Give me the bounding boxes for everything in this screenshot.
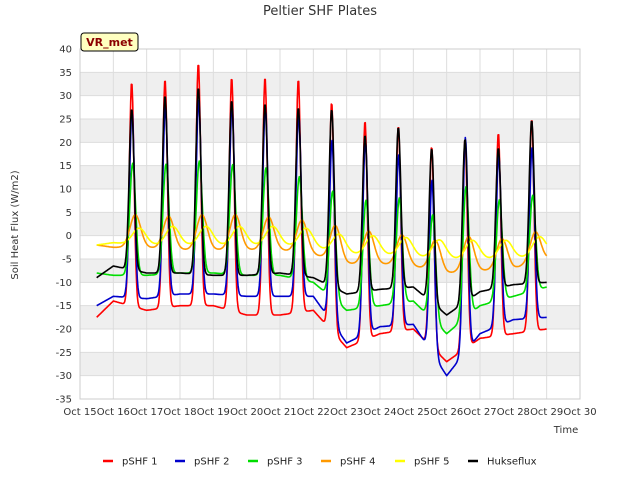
x-tick-label: Oct 25 <box>397 407 430 418</box>
x-tick-label: Oct 18 <box>163 407 196 418</box>
chart-title: Peltier SHF Plates <box>263 4 377 19</box>
x-tick-label: Oct 24 <box>363 407 396 418</box>
series-line-pshf-1 <box>96 64 547 363</box>
y-tick-label: -35 <box>56 395 72 406</box>
x-tick-label: Oct 19 <box>197 407 230 418</box>
series-line-pshf-2 <box>96 99 547 377</box>
y-tick-label: 10 <box>59 185 72 196</box>
series-lines <box>96 64 548 377</box>
y-axis-title: Soil Heat Flux (W/m2) <box>10 170 21 279</box>
legend-label: Hukseflux <box>487 457 537 468</box>
y-tick-label: -30 <box>56 371 72 382</box>
x-tick-labels: Oct 15 Oct 16 Oct 17 Oct 18 Oct 19 Oct 20 Oct … <box>63 407 596 418</box>
y-tick-label: 0 <box>66 231 72 242</box>
y-tick-label: -25 <box>56 348 72 359</box>
x-tick-label: Oct 26 <box>430 407 463 418</box>
station-badge: VR_met <box>80 32 139 52</box>
y-tick-label: 35 <box>59 68 72 79</box>
x-tick-label: Oct 28 <box>497 407 530 418</box>
x-tick-label: Oct 21 <box>263 407 296 418</box>
y-tick-label: -10 <box>56 278 72 289</box>
y-tick-label: 25 <box>59 115 72 126</box>
x-tick-label: Oct 15 <box>63 407 96 418</box>
plot-bands <box>80 72 580 376</box>
legend-label: pSHF 1 <box>122 457 158 468</box>
y-tick-label: -5 <box>62 255 72 266</box>
y-tick-labels: -35 -30 -25 -20 -15 -10 -5 0 5 10 15 20 25 30 35 40 <box>56 45 72 406</box>
y-tick-label: -20 <box>56 325 72 336</box>
y-tick-label: 30 <box>59 91 72 102</box>
station-label: VR_met <box>86 36 133 49</box>
legend: pSHF 1 pSHF 2 pSHF 3 pSHF 4 pSHF 5 Hukseflux <box>103 457 537 468</box>
y-tick-label: 5 <box>66 208 72 219</box>
grid-band <box>80 305 580 329</box>
series-line-hukseflux <box>96 88 547 316</box>
y-tick-label: 40 <box>59 45 72 56</box>
x-tick-label: Oct 27 <box>463 407 496 418</box>
legend-label: pSHF 2 <box>194 457 230 468</box>
x-axis-title: Time <box>553 425 578 436</box>
y-tick-label: 20 <box>59 138 72 149</box>
x-tick-label: Oct 16 <box>97 407 130 418</box>
series-line-pshf-5 <box>96 225 548 259</box>
grid-band <box>80 72 580 96</box>
x-tick-label: Oct 20 <box>230 407 263 418</box>
y-tick-label: 15 <box>59 161 72 172</box>
x-tick-label: Oct 30 <box>563 407 596 418</box>
station-badge-box <box>80 32 139 52</box>
x-tick-label: Oct 17 <box>130 407 163 418</box>
y-tick-label: -15 <box>56 301 72 312</box>
x-tick-label: Oct 29 <box>530 407 563 418</box>
legend-label: pSHF 5 <box>414 457 450 468</box>
legend-label: pSHF 3 <box>267 457 303 468</box>
x-tick-label: Oct 23 <box>330 407 363 418</box>
x-tick-label: Oct 22 <box>297 407 330 418</box>
plot-frame <box>79 48 581 400</box>
legend-label: pSHF 4 <box>340 457 376 468</box>
grid-band <box>80 352 580 376</box>
